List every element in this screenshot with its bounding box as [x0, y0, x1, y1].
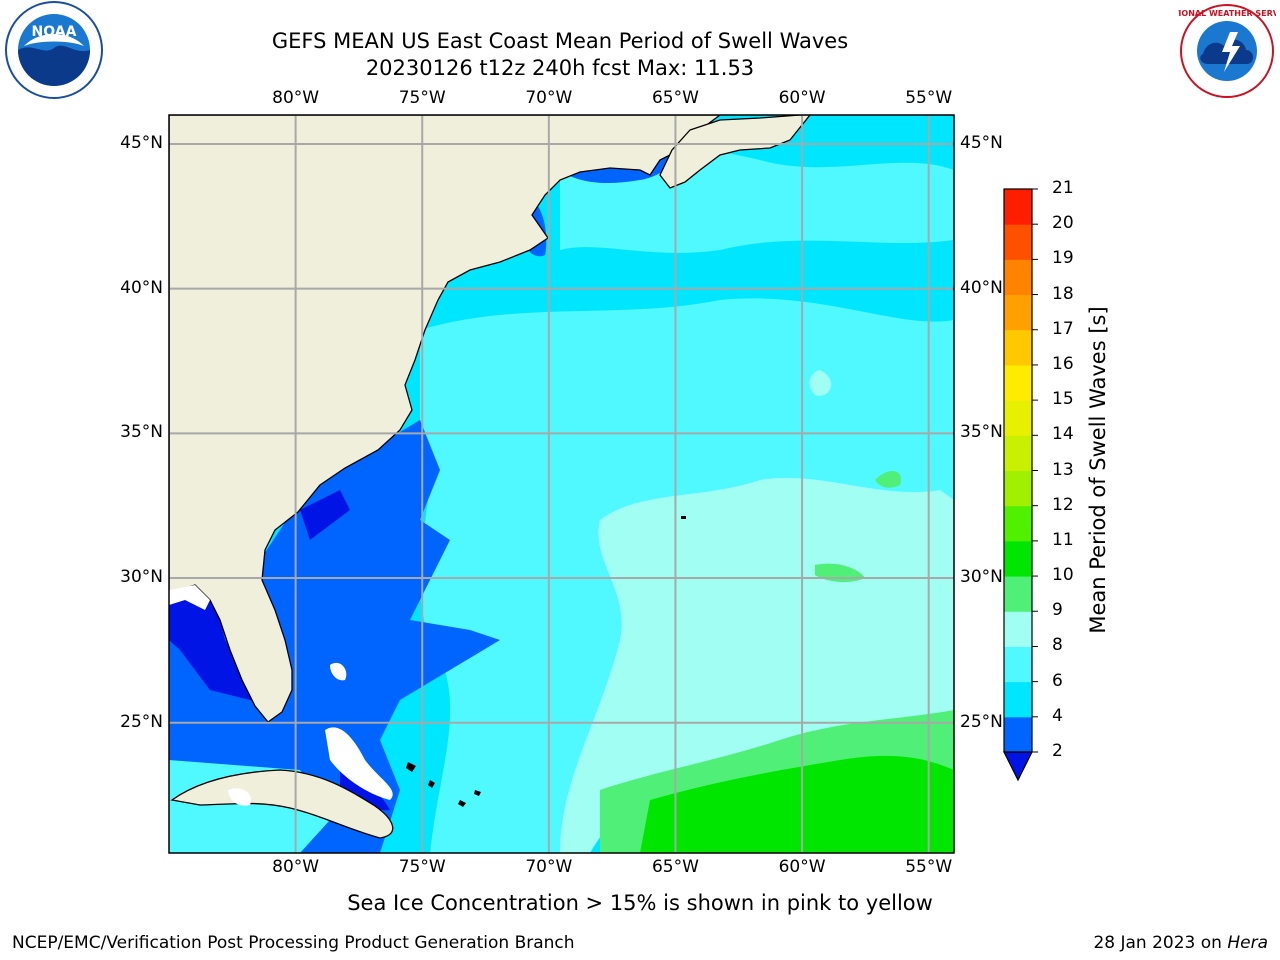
- colorbar-segment: [1004, 329, 1032, 366]
- colorbar-tick-label: 17: [1052, 318, 1074, 339]
- lon-label-bottom: 80°W: [272, 857, 320, 877]
- colorbar-segment: [1004, 576, 1032, 612]
- machine-name: Hera: [1227, 933, 1268, 953]
- lon-label-top: 80°W: [272, 88, 320, 108]
- lon-label-top: 70°W: [525, 88, 573, 108]
- nws-logo: NATIONAL WEATHER SERVICE: [1178, 4, 1276, 98]
- colorbar-tick-label: 11: [1052, 529, 1074, 550]
- lon-label-bottom: 70°W: [525, 857, 573, 877]
- lat-label-left: 30°N: [120, 567, 163, 588]
- shallow-bank: [325, 727, 393, 800]
- lat-label-right: 40°N: [960, 277, 1003, 298]
- lat-label-left: 25°N: [120, 711, 163, 732]
- colorbar-tick-label: 16: [1052, 353, 1074, 374]
- colorbar-tick-label: 4: [1052, 705, 1063, 726]
- lon-label-top: 65°W: [651, 88, 699, 108]
- shallow-bank: [169, 585, 210, 610]
- colorbar-segment: [1004, 224, 1032, 260]
- colorbar: [1003, 188, 1038, 782]
- lat-label-right: 30°N: [960, 567, 1003, 588]
- colorbar-segment: [1004, 646, 1032, 683]
- noaa-logo: NOAA: [5, 1, 103, 99]
- lon-label-bottom: 55°W: [905, 857, 953, 877]
- colorbar-segment: [1004, 364, 1032, 401]
- colorbar-segment: [1004, 505, 1032, 542]
- date-label: 28 Jan 2023 on: [1093, 933, 1228, 953]
- colorbar-under-arrow: [1003, 751, 1033, 782]
- figure-subtitle: 20230126 t12z 240h fcst Max: 11.53: [365, 56, 755, 80]
- lon-label-top: 60°W: [778, 88, 826, 108]
- colorbar-segment: [1004, 540, 1032, 577]
- lat-label-left: 35°N: [120, 422, 163, 443]
- lon-label-bottom: 75°W: [398, 857, 446, 877]
- lat-label-left: 45°N: [120, 132, 163, 153]
- colorbar-tick-label: 9: [1052, 600, 1063, 621]
- land-bahamas: [406, 762, 481, 807]
- lon-label-top: 75°W: [398, 88, 446, 108]
- colorbar-tick-label: 2: [1052, 741, 1063, 761]
- colorbar-segment: [1004, 716, 1032, 753]
- colorbar-segment: [1004, 435, 1032, 471]
- colorbar-title: Mean Period of Swell Waves [s]: [1086, 306, 1110, 634]
- lat-label-right: 45°N: [960, 132, 1003, 153]
- lat-label-left: 40°N: [120, 277, 163, 298]
- map-frame: [168, 114, 955, 854]
- lon-label-bottom: 60°W: [778, 857, 826, 877]
- swell-contour-9s: [809, 370, 832, 396]
- shallow-bank: [228, 788, 251, 806]
- colorbar-segment: [1004, 294, 1032, 331]
- colorbar-segment: [1004, 611, 1032, 647]
- land-cuba: [170, 769, 394, 839]
- colorbar-segment: [1004, 189, 1032, 225]
- swell-contour-10s: [875, 470, 901, 488]
- colorbar-segment: [1004, 681, 1032, 718]
- date-text: 28 Jan 2023 on Hera: [1093, 933, 1268, 953]
- sea-ice-footnote: Sea Ice Concentration > 15% is shown in …: [347, 891, 933, 915]
- colorbar-tick-label: 18: [1052, 283, 1074, 304]
- colorbar-tick-label: 12: [1052, 494, 1074, 515]
- map-gridlines: [169, 115, 954, 853]
- colorbar-tick-label: 20: [1052, 213, 1074, 234]
- lon-label-top: 55°W: [905, 88, 953, 108]
- figure-title: GEFS MEAN US East Coast Mean Period of S…: [271, 29, 849, 53]
- colorbar-segment: [1004, 400, 1032, 436]
- nws-logo-text: NATIONAL WEATHER SERVICE: [1178, 9, 1276, 18]
- lon-label-bottom: 65°W: [651, 857, 699, 877]
- swell-contour-11s: [640, 755, 954, 853]
- swell-contour-under: [300, 490, 350, 540]
- land-north-america: [169, 115, 722, 723]
- colorbar-tick-label: 13: [1052, 459, 1074, 480]
- land-canada-maritimes: [659, 115, 811, 189]
- lat-label-right: 25°N: [960, 711, 1003, 732]
- colorbar-tick-label: 10: [1052, 565, 1074, 586]
- colorbar-segment: [1004, 470, 1032, 507]
- noaa-logo-text: NOAA: [32, 24, 77, 40]
- colorbar-tick-label: 8: [1052, 635, 1063, 656]
- shallow-bank: [330, 662, 347, 681]
- land-bermuda: [681, 516, 686, 519]
- colorbar-tick-label: 19: [1052, 248, 1074, 269]
- credit-text: NCEP/EMC/Verification Post Processing Pr…: [12, 933, 575, 953]
- colorbar-segment: [1004, 259, 1032, 296]
- swell-contour-2s: [169, 420, 500, 853]
- colorbar-tick-label: 6: [1052, 670, 1063, 691]
- colorbar-tick-label: 15: [1052, 389, 1074, 410]
- map-plot-area: [169, 115, 954, 853]
- lat-label-right: 35°N: [960, 422, 1003, 443]
- colorbar-tick-label: 14: [1052, 424, 1074, 445]
- colorbar-tick-label: 21: [1052, 178, 1074, 198]
